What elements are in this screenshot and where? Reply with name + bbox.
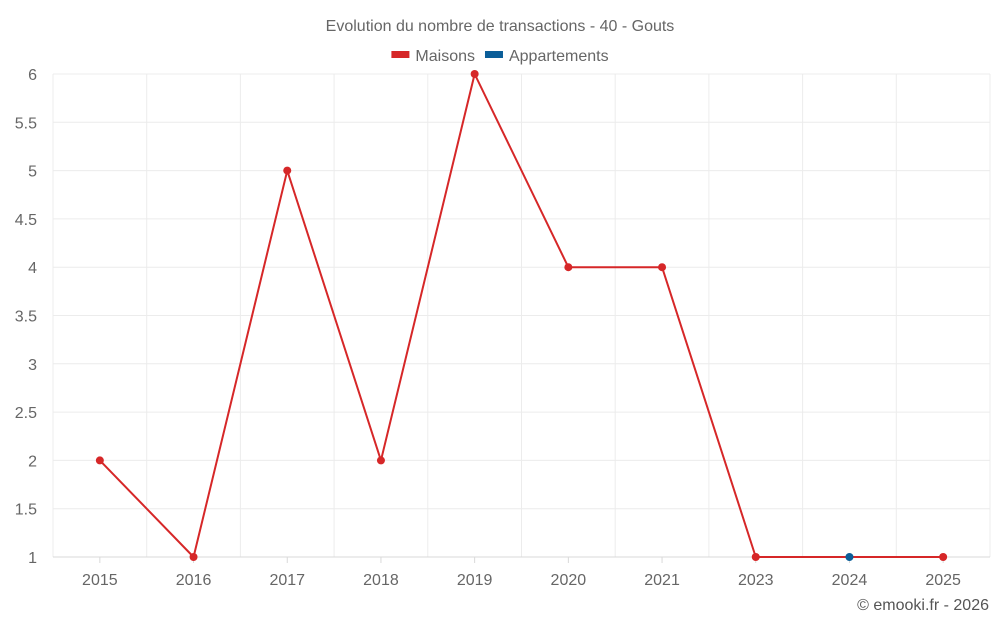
- data-point[interactable]: [376, 456, 385, 465]
- y-tick-label: 3: [28, 357, 37, 374]
- chart-title: Evolution du nombre de transactions - 40…: [326, 18, 675, 35]
- data-point[interactable]: [751, 553, 760, 561]
- data-point[interactable]: [845, 553, 854, 561]
- series-maisons: [95, 70, 948, 561]
- legend-item[interactable]: Appartements: [484, 48, 609, 65]
- x-tick-label: 2025: [925, 572, 961, 589]
- data-point[interactable]: [189, 553, 198, 561]
- legend-label: Maisons: [415, 48, 475, 65]
- grid: [52, 73, 991, 557]
- legend: Maisons Appartements: [391, 48, 609, 65]
- axes: 1 1.5 2 2.5 3 3.5 4 4.5 5 5.5 6 2015 2016 2017 2018 201…: [15, 67, 990, 589]
- y-tick-label: 4: [28, 260, 37, 277]
- x-tick-label: 2020: [551, 572, 587, 589]
- credit-text: © emooki.fr - 2026: [857, 597, 989, 614]
- y-tick-label: 3.5: [15, 309, 37, 326]
- legend-label: Appartements: [509, 48, 609, 65]
- y-tick-label: 5.5: [15, 115, 37, 132]
- legend-item[interactable]: Maisons: [391, 48, 475, 65]
- y-tick-label: 4.5: [15, 212, 37, 229]
- x-tick-label: 2024: [832, 572, 868, 589]
- data-point[interactable]: [95, 456, 104, 465]
- x-tick-label: 2021: [644, 572, 680, 589]
- legend-swatch: [391, 51, 410, 58]
- x-tick-label: 2019: [457, 572, 493, 589]
- data-point[interactable]: [939, 553, 948, 561]
- y-tick-label: 2.5: [15, 405, 37, 422]
- x-tick-label: 2023: [738, 572, 774, 589]
- y-tick-label: 1.5: [15, 502, 37, 519]
- legend-swatch: [484, 51, 503, 58]
- x-tick-label: 2015: [82, 572, 118, 589]
- x-tick-label: 2017: [269, 572, 305, 589]
- data-point[interactable]: [658, 263, 667, 272]
- y-tick-label: 1: [28, 550, 37, 567]
- series-appartements: [845, 553, 854, 561]
- data-point[interactable]: [564, 263, 573, 272]
- series-layer: [95, 70, 948, 561]
- y-tick-label: 2: [28, 453, 37, 470]
- x-tick-label: 2018: [363, 572, 399, 589]
- data-point[interactable]: [283, 166, 292, 175]
- x-tick-label: 2016: [176, 572, 212, 589]
- y-tick-label: 6: [28, 67, 37, 84]
- data-point[interactable]: [470, 70, 479, 78]
- y-tick-label: 5: [28, 164, 37, 181]
